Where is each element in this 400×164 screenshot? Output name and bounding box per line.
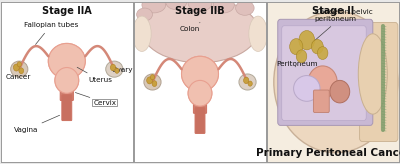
Ellipse shape [137, 8, 152, 21]
Text: Stage II: Stage II [312, 6, 354, 16]
Ellipse shape [11, 61, 28, 77]
Text: Stage IIA: Stage IIA [42, 6, 92, 16]
Ellipse shape [308, 66, 337, 98]
Ellipse shape [182, 56, 218, 92]
Circle shape [147, 77, 152, 84]
Circle shape [110, 64, 116, 71]
Circle shape [248, 81, 252, 86]
Ellipse shape [48, 43, 85, 79]
Circle shape [312, 39, 323, 54]
Circle shape [17, 62, 21, 67]
Ellipse shape [188, 80, 212, 106]
Text: Cancer: Cancer [6, 66, 32, 80]
Ellipse shape [188, 0, 212, 11]
FancyBboxPatch shape [60, 83, 74, 101]
Text: Cancer in pelvic
peritoneum: Cancer in pelvic peritoneum [312, 9, 372, 43]
Circle shape [14, 64, 19, 71]
Ellipse shape [182, 56, 218, 92]
FancyBboxPatch shape [194, 96, 207, 113]
Ellipse shape [55, 68, 79, 93]
Circle shape [115, 68, 119, 73]
Circle shape [152, 81, 157, 86]
Circle shape [317, 47, 328, 60]
Circle shape [150, 75, 154, 80]
Ellipse shape [358, 34, 387, 114]
Ellipse shape [188, 80, 212, 106]
FancyBboxPatch shape [195, 108, 205, 133]
Text: Vagina: Vagina [14, 115, 60, 133]
Ellipse shape [133, 16, 151, 51]
Ellipse shape [166, 0, 187, 10]
Circle shape [244, 77, 249, 84]
Ellipse shape [142, 0, 258, 63]
Ellipse shape [144, 74, 161, 90]
Ellipse shape [106, 61, 123, 77]
Circle shape [19, 68, 24, 74]
Ellipse shape [239, 74, 256, 90]
Ellipse shape [55, 68, 79, 93]
Text: Uterus: Uterus [77, 67, 112, 83]
FancyBboxPatch shape [282, 26, 366, 121]
Ellipse shape [236, 1, 254, 15]
Ellipse shape [48, 43, 85, 79]
Text: Cervix: Cervix [75, 92, 116, 105]
FancyBboxPatch shape [314, 90, 329, 113]
Ellipse shape [294, 76, 320, 101]
Ellipse shape [274, 11, 398, 153]
Text: Ovary: Ovary [112, 67, 133, 73]
Circle shape [299, 31, 315, 50]
Text: Peritoneum: Peritoneum [276, 61, 318, 67]
Ellipse shape [142, 0, 166, 13]
Ellipse shape [249, 16, 267, 51]
Ellipse shape [213, 0, 234, 13]
Text: Stage IIB: Stage IIB [175, 6, 225, 16]
FancyBboxPatch shape [62, 95, 72, 121]
Text: Fallopian tubes: Fallopian tubes [24, 22, 78, 44]
Text: Colon: Colon [179, 22, 200, 31]
Circle shape [296, 50, 307, 63]
Ellipse shape [330, 80, 350, 103]
Text: Primary Peritoneal Cancer: Primary Peritoneal Cancer [256, 148, 400, 158]
FancyBboxPatch shape [278, 19, 373, 125]
Circle shape [290, 39, 303, 55]
FancyBboxPatch shape [360, 22, 398, 142]
